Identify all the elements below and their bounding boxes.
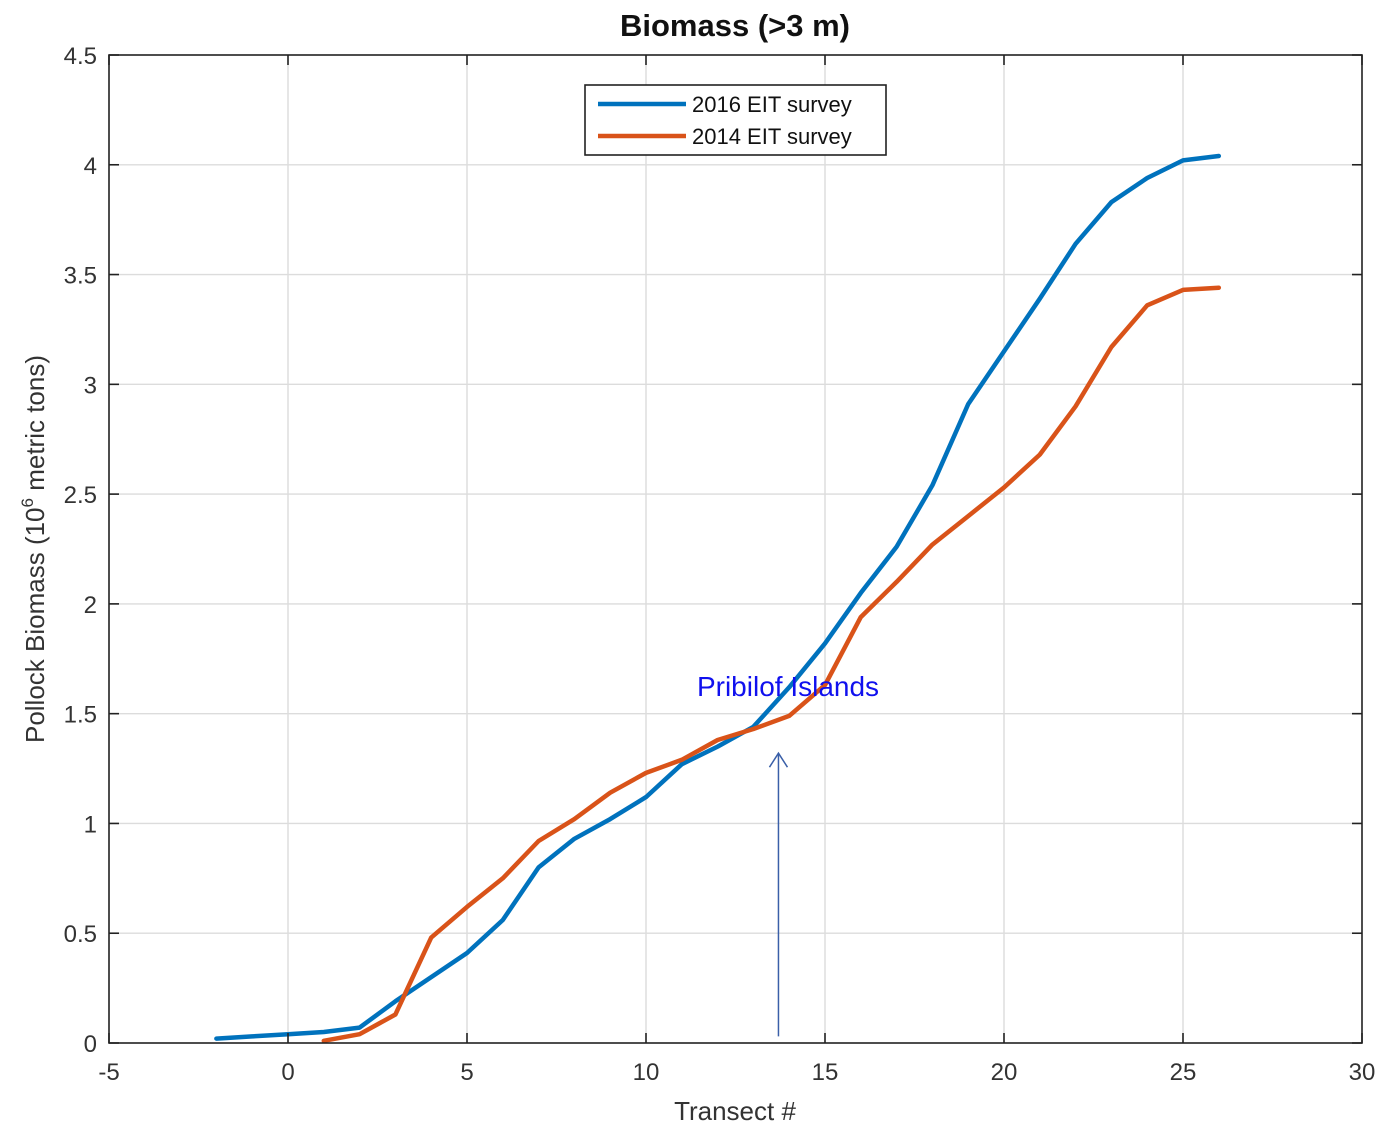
series-line-2014 [321,285,1222,1044]
x-tick-label: 20 [991,1059,1018,1086]
y-tick-label: 4.5 [64,43,97,70]
series-layer [214,153,1222,1044]
y-tick-label: 3.5 [64,263,97,290]
y-tick-label: 0.5 [64,921,97,948]
y-axis-label-sup: 6 [18,498,37,507]
y-tick-label: 2 [84,592,97,619]
x-tick-label: 10 [633,1059,660,1086]
y-axis-label: Pollock Biomass (106 metric tons) [18,355,50,743]
x-tick-label: 0 [281,1059,294,1086]
y-axis-label-main: Pollock Biomass (10 [20,507,50,743]
y-axis-label-tail: metric tons) [20,355,50,498]
x-tick-label: 5 [460,1059,473,1086]
chart-title: Biomass (>3 m) [620,8,850,43]
annotation-label: Pribilof Islands [697,671,879,702]
legend-entry-label: 2016 EIT survey [692,92,852,117]
x-tick-label: 25 [1170,1059,1197,1086]
plot-frame [108,54,1363,1044]
y-tick-label: 3 [84,372,97,399]
x-tick-label: 15 [812,1059,839,1086]
series-line-2016 [214,153,1222,1041]
y-tick-label: 4 [84,153,97,180]
legend-entry-label: 2014 EIT survey [692,124,852,149]
y-tick-label: 1 [84,811,97,838]
y-tick-label: 1.5 [64,702,97,729]
annotation-arrow-head [768,751,789,768]
legend: 2016 EIT survey 2014 EIT survey [584,84,887,156]
legend-box [584,84,887,156]
y-tick-label: 2.5 [64,482,97,509]
annotation-layer: Pribilof Islands [697,671,879,1037]
grid [109,55,1362,1043]
x-tick-label: -5 [98,1059,119,1086]
y-tick-label: 0 [84,1031,97,1058]
x-tick-label: 30 [1349,1059,1376,1086]
x-axis-label: Transect # [674,1096,796,1126]
